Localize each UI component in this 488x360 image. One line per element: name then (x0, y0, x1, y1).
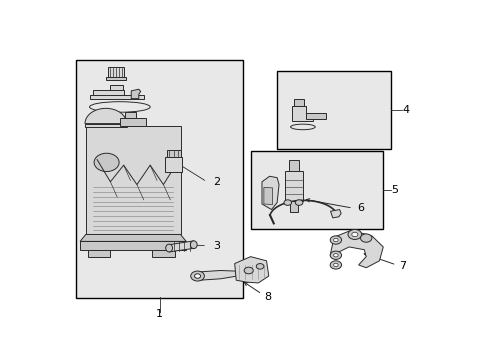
Circle shape (360, 234, 371, 242)
Circle shape (329, 251, 341, 260)
Circle shape (244, 267, 253, 274)
Bar (80, 242, 186, 250)
Polygon shape (131, 89, 141, 99)
Text: 5: 5 (390, 185, 397, 195)
Circle shape (295, 200, 302, 205)
Text: 2: 2 (212, 177, 220, 187)
Text: 7: 7 (398, 261, 405, 271)
Bar (109, 85, 122, 93)
Polygon shape (165, 157, 182, 172)
Polygon shape (329, 230, 383, 268)
Text: 8: 8 (264, 292, 271, 302)
Circle shape (256, 264, 264, 269)
Bar (76, 60, 243, 298)
Bar (305, 113, 326, 118)
Bar (288, 159, 299, 171)
Polygon shape (89, 95, 144, 99)
Wedge shape (85, 108, 126, 123)
Circle shape (329, 236, 341, 244)
Bar (87, 250, 110, 257)
Polygon shape (234, 257, 268, 283)
Polygon shape (197, 270, 237, 280)
Bar (289, 201, 297, 212)
Bar (124, 112, 136, 118)
Polygon shape (167, 150, 180, 157)
Circle shape (94, 153, 119, 172)
Text: 1: 1 (156, 309, 163, 319)
Circle shape (194, 274, 200, 278)
Text: 6: 6 (356, 203, 363, 213)
Ellipse shape (165, 244, 172, 252)
Polygon shape (294, 99, 303, 105)
Bar (152, 250, 175, 257)
Polygon shape (169, 241, 193, 252)
Polygon shape (120, 118, 146, 126)
Text: 4: 4 (402, 105, 409, 115)
Bar (107, 67, 124, 78)
Polygon shape (292, 105, 312, 121)
Bar (277, 71, 390, 149)
Circle shape (190, 271, 204, 281)
Bar (85, 126, 180, 234)
Text: 3: 3 (213, 240, 220, 251)
Bar (250, 151, 383, 229)
Polygon shape (330, 210, 341, 218)
Bar (284, 171, 302, 201)
Polygon shape (262, 176, 279, 210)
Polygon shape (93, 90, 123, 96)
Circle shape (333, 238, 338, 242)
Polygon shape (80, 234, 186, 242)
Circle shape (347, 229, 361, 239)
Circle shape (351, 232, 357, 237)
Circle shape (333, 253, 338, 257)
Bar (85, 123, 126, 127)
Bar (106, 77, 126, 80)
Circle shape (284, 200, 291, 205)
Circle shape (333, 263, 338, 267)
Polygon shape (264, 187, 272, 204)
Circle shape (329, 261, 341, 269)
Ellipse shape (190, 241, 197, 249)
